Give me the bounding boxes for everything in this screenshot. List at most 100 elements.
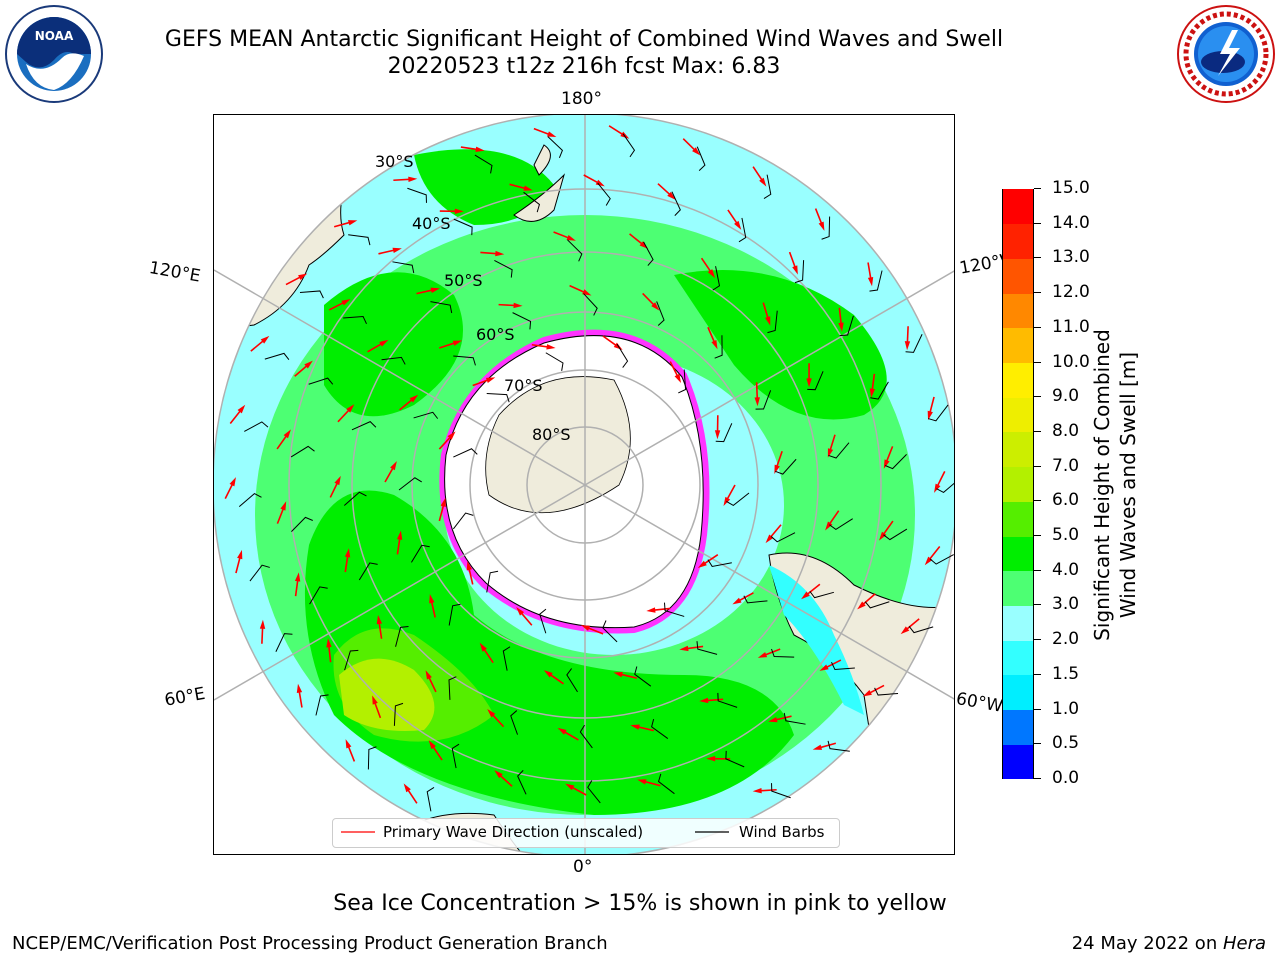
wave-direction-arrowhead	[341, 299, 351, 306]
wind-barb	[763, 174, 772, 199]
wave-direction-arrowhead	[430, 287, 440, 293]
wind-barb	[770, 532, 796, 543]
wind-barb	[309, 586, 328, 605]
wave-direction-arrowhead	[706, 756, 716, 762]
wave-direction-arrowhead	[344, 548, 351, 558]
wave-direction-arrowhead	[819, 664, 829, 671]
wave-direction-arrow	[705, 698, 724, 702]
wave-direction-arrowhead	[494, 770, 503, 779]
footer-date: 24 May 2022 on Hera	[1072, 933, 1266, 954]
colorbar-segment	[1003, 570, 1033, 606]
colorbar-tick-label: 10.0	[1052, 351, 1090, 372]
wind-barb	[671, 191, 681, 216]
wave-direction-arrowhead	[595, 179, 605, 187]
wind-barb	[783, 712, 806, 725]
wind-barb	[453, 448, 478, 458]
wave-direction-arrow	[373, 700, 382, 719]
wave-direction-arrowhead	[454, 208, 464, 214]
antarctica-interior	[485, 376, 631, 514]
footer-branch: NCEP/EMC/Verification Post Processing Pr…	[12, 933, 608, 954]
wave-direction-arrowhead	[637, 779, 647, 785]
wind-barb	[486, 570, 499, 593]
wave-direction-arrow	[235, 555, 242, 574]
wave-direction-arrowhead	[869, 388, 876, 398]
wind-barb	[864, 601, 890, 609]
wind-barb	[678, 369, 687, 394]
wave-direction-arrow	[261, 625, 264, 644]
wind-barb	[392, 261, 415, 274]
wave-direction-arrow	[685, 645, 704, 650]
wind-barb	[696, 146, 706, 172]
wave-direction-arrowhead	[699, 697, 709, 704]
colorbar-tickmark	[1034, 639, 1041, 641]
wind-barb	[743, 595, 768, 604]
wave-direction-arrow	[642, 780, 661, 787]
colorbar-segment	[1003, 605, 1033, 641]
colorbar-label-line1: Significant Height of Combined	[1090, 329, 1114, 641]
wave-band-6m	[339, 658, 435, 731]
wave-direction-arrow	[472, 378, 490, 387]
colorbar-segment	[1003, 362, 1033, 398]
wave-direction-arrowhead	[396, 530, 403, 540]
colorbar-tick-label: 0.5	[1052, 733, 1080, 754]
colorbar-tick-label: 2.0	[1052, 629, 1080, 650]
wave-direction-arrow	[936, 471, 946, 488]
wave-direction-arrow	[755, 382, 759, 401]
wind-barb	[657, 773, 675, 795]
wind-barb	[430, 301, 453, 314]
wave-direction-arrowhead	[557, 727, 567, 735]
wave-direction-arrowhead	[879, 531, 887, 541]
wind-barb	[545, 352, 564, 371]
wave-direction-arrowhead	[376, 615, 383, 625]
wave-direction-arrow	[562, 730, 579, 741]
colorbar-tick-label: 12.0	[1052, 282, 1090, 303]
lon-label-60e: 60°E	[163, 683, 207, 711]
wave-direction-arrowhead	[818, 221, 825, 231]
wind-barb	[883, 528, 908, 541]
wind-barb	[874, 687, 899, 696]
colorbar-tickmark	[1034, 396, 1041, 398]
wave-direction-arrow	[773, 715, 792, 722]
wind-barb	[905, 334, 923, 353]
nws-logo	[1177, 5, 1275, 103]
colorbar-segment	[1003, 501, 1033, 537]
wind-barb	[831, 662, 855, 670]
wave-direction-arrow	[827, 510, 840, 526]
wave-direction-arrow	[727, 209, 739, 226]
wave-direction-arrow	[378, 620, 383, 639]
wave-direction-arrow	[498, 303, 517, 307]
wind-barb	[829, 518, 853, 531]
lat-label-30s: 30°S	[375, 152, 414, 171]
wave-direction-arrow	[861, 593, 876, 607]
noaa-logo: NOAA	[5, 5, 103, 103]
wave-direction-arrow	[378, 248, 397, 255]
chart-title: GEFS MEAN Antarctic Significant Height o…	[164, 27, 1004, 52]
footer-date-text: 24 May 2022 on	[1071, 933, 1223, 954]
wind-barb	[622, 133, 636, 158]
wave-direction-arrow	[586, 626, 604, 635]
colorbar-tick-label: 8.0	[1052, 420, 1080, 441]
wave-direction-arrowhead	[479, 642, 487, 652]
colorbar-segment	[1003, 640, 1033, 676]
wind-barb	[579, 724, 593, 749]
wave-direction-swatch	[341, 831, 375, 833]
wind-barb	[453, 355, 476, 366]
wave-direction-arrow	[805, 583, 821, 597]
wave-direction-arrow	[337, 408, 351, 423]
colorbar-tick-label: 1.5	[1052, 663, 1080, 684]
wave-direction-arrowhead	[732, 597, 742, 605]
wave-direction-arrow	[298, 689, 303, 708]
wave-direction-arrowhead	[765, 316, 771, 326]
wave-direction-arrow	[533, 127, 552, 136]
wave-direction-arrowhead	[825, 521, 833, 531]
lat-label-80s: 80°S	[532, 425, 571, 444]
wave-direction-arrow	[553, 231, 571, 240]
wave-direction-arrow	[904, 618, 920, 631]
wind-barb	[351, 421, 377, 431]
wave-direction-arrow	[430, 599, 436, 618]
wave-direction-arrowhead	[651, 302, 660, 311]
wave-direction-arrow	[460, 146, 479, 151]
wind-barb	[486, 393, 510, 403]
wind-barb	[299, 290, 324, 299]
wind-barb	[343, 316, 367, 324]
